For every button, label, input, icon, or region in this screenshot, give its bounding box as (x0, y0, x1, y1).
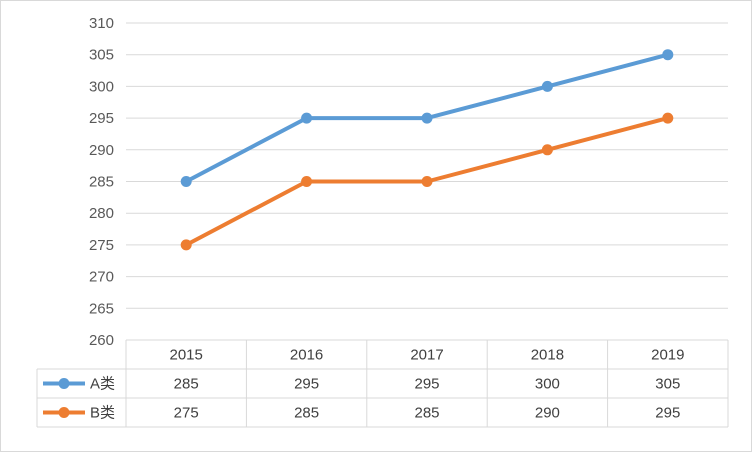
legend-label: B类 (90, 405, 115, 422)
data-label: 285 (294, 405, 319, 422)
legend-marker (58, 407, 70, 418)
data-label: 295 (294, 376, 319, 393)
data-point (301, 112, 313, 124)
data-label: 275 (174, 405, 199, 422)
data-label: 290 (535, 405, 560, 422)
data-point (421, 176, 433, 187)
y-tick-label: 295 (89, 110, 114, 127)
data-point (180, 176, 192, 187)
x-tick-label: 2019 (651, 347, 684, 364)
data-label: 285 (414, 405, 439, 422)
y-tick-label: 260 (89, 332, 114, 349)
y-tick-label: 285 (89, 174, 114, 191)
data-label: 300 (535, 376, 560, 393)
data-label: 295 (414, 376, 439, 393)
x-tick-label: 2016 (290, 347, 323, 364)
y-tick-label: 305 (89, 47, 114, 64)
data-label: 305 (655, 376, 680, 393)
legend-marker (58, 378, 70, 389)
y-tick-label: 290 (89, 142, 114, 159)
data-point (541, 144, 553, 156)
data-point (662, 112, 674, 124)
x-tick-label: 2018 (531, 347, 564, 364)
data-point (662, 49, 674, 61)
series-lines (180, 49, 674, 251)
data-table: 2015 2016 2017 2018 2019 A类 285 295 295 300 305 B类 2… (36, 339, 729, 428)
data-label: 285 (174, 376, 199, 393)
y-tick-label: 270 (89, 269, 114, 286)
y-tick-label: 265 (89, 300, 114, 317)
x-tick-label: 2015 (170, 347, 203, 364)
data-label: 295 (655, 405, 680, 422)
data-point (421, 112, 433, 124)
data-point (541, 80, 553, 92)
y-tick-label: 300 (89, 78, 114, 95)
data-point (180, 239, 192, 251)
legend-label: A类 (90, 376, 115, 393)
y-axis-ticks: 260 265 270 275 280 285 290 295 300 305 310 (89, 15, 114, 349)
y-tick-label: 280 (89, 205, 114, 222)
data-point (301, 176, 313, 187)
y-tick-label: 310 (89, 15, 114, 32)
y-tick-label: 275 (89, 237, 114, 254)
x-tick-label: 2017 (410, 347, 443, 364)
